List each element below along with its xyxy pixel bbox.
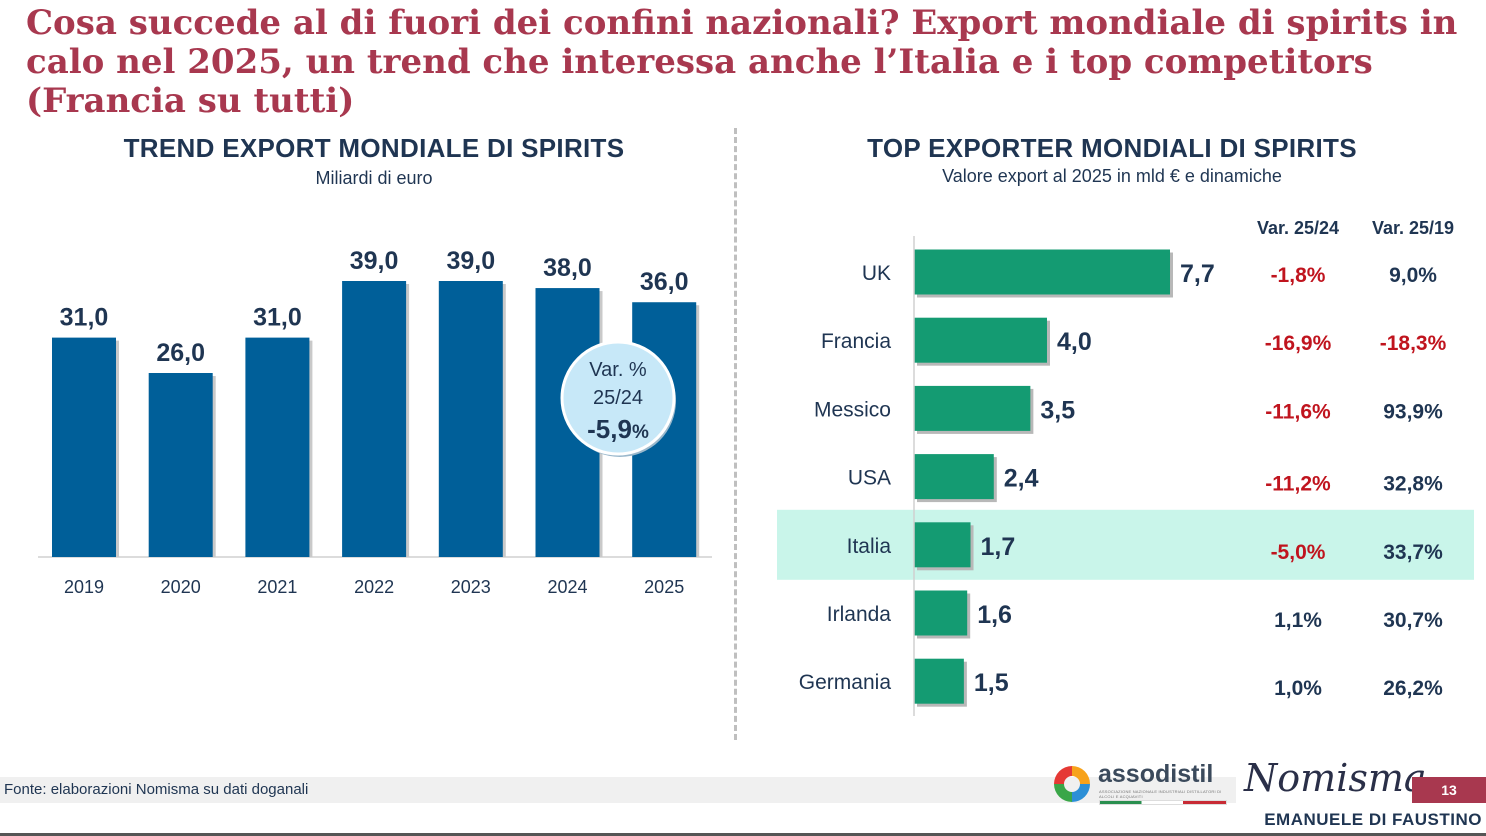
chart-divider (734, 128, 737, 740)
italian-flag-stripe (1099, 800, 1227, 805)
category-label: Germania (799, 671, 892, 694)
assodistil-logo-text: assodistil (1098, 760, 1214, 788)
bar-value-label: 36,0 (640, 268, 689, 296)
bar-value-label: 31,0 (253, 304, 302, 332)
left-chart-title: TREND EXPORT MONDIALE DI SPIRITS (123, 133, 625, 163)
var-25-24-value: -16,9% (1265, 332, 1332, 355)
category-label: UK (862, 262, 891, 285)
bar (438, 281, 503, 557)
bar-value-label: 4,0 (1057, 328, 1092, 356)
bar-value-label: 39,0 (350, 247, 399, 275)
callout-value-unit: % (632, 422, 649, 443)
callout-bubble (560, 340, 676, 456)
page-number: 13 (1412, 777, 1486, 803)
bar (914, 454, 994, 500)
bar-value-label: 1,6 (977, 601, 1012, 629)
category-label: USA (848, 467, 891, 490)
category-label: Messico (814, 398, 891, 421)
var-25-19-value: 9,0% (1389, 264, 1437, 287)
var-25-24-value: -1,8% (1271, 264, 1326, 287)
callout-line2: 25/24 (593, 387, 643, 409)
source-text: Fonte: elaborazioni Nomisma su dati doga… (4, 781, 309, 798)
bar-value-label: 3,5 (1040, 396, 1075, 424)
right-bar-chart: Var. 25/24 Var. 25/19 UK 7,7 -1,8% 9,0% Franci… (777, 218, 1474, 716)
var-25-19-value: 30,7% (1383, 609, 1443, 632)
bar (52, 337, 116, 557)
bar-value-label: 38,0 (543, 254, 592, 282)
callout-value-number: -5,9 (587, 414, 632, 444)
bar (914, 249, 1170, 295)
category-label: Italia (847, 535, 892, 558)
x-tick-label: 2020 (161, 577, 201, 597)
bar-value-label: 7,7 (1180, 260, 1215, 288)
left-bar-chart: 31,0 2019 26,0 2020 31,0 2021 39,0 2022 39,0 2023… (38, 247, 712, 597)
var-25-19-value: 93,9% (1383, 400, 1443, 423)
bar-value-label: 26,0 (156, 339, 205, 367)
var-25-24-value: -5,0% (1271, 541, 1326, 564)
slide-title: Cosa succede al di fuori dei confini naz… (26, 3, 1458, 121)
bar-value-label: 1,5 (974, 669, 1009, 697)
var-25-19-value: -18,3% (1380, 332, 1447, 355)
bar (245, 337, 310, 557)
var-25-24-value: -11,6% (1265, 400, 1331, 423)
assodistil-logo: assodistil ASSOCIAZIONE NAZIONALE INDUST… (1050, 760, 1230, 806)
bar (342, 281, 407, 557)
bar (914, 590, 968, 636)
source-bar: Fonte: elaborazioni Nomisma su dati doga… (0, 777, 1236, 803)
x-tick-label: 2019 (64, 577, 104, 597)
assodistil-logo-icon (1054, 766, 1090, 802)
bottom-rule (0, 833, 1486, 836)
bar (914, 317, 1047, 363)
var-25-19-value: 33,7% (1383, 541, 1443, 564)
right-chart-subtitle: Valore export al 2025 in mld € e dinamic… (942, 166, 1282, 186)
x-tick-label: 2024 (547, 577, 587, 597)
bar-value-label: 39,0 (446, 247, 495, 275)
category-label: Francia (821, 330, 891, 353)
category-label: Irlanda (827, 603, 892, 626)
right-chart-title: TOP EXPORTER MONDIALI DI SPIRITS (867, 133, 1357, 163)
var-25-24-value: -11,2% (1265, 473, 1331, 496)
x-tick-label: 2022 (354, 577, 394, 597)
var-25-19-value: 32,8% (1383, 473, 1443, 496)
column-header-var-25-24: Var. 25/24 (1257, 218, 1339, 238)
left-chart-subtitle: Miliardi di euro (315, 168, 433, 188)
nomisma-logo: Nomisma (1244, 756, 1427, 800)
bar (914, 658, 964, 704)
bar-value-label: 31,0 (60, 304, 109, 332)
assodistil-logo-subtext: ASSOCIAZIONE NAZIONALE INDUSTRIALI DISTI… (1099, 789, 1222, 799)
bar-value-label: 1,7 (981, 533, 1016, 561)
x-tick-label: 2021 (257, 577, 297, 597)
var-25-19-value: 26,2% (1383, 677, 1443, 700)
callout-value: -5,9% (587, 414, 649, 444)
column-header-var-25-19: Var. 25/19 (1372, 218, 1454, 238)
bar (148, 373, 213, 557)
x-tick-label: 2023 (451, 577, 491, 597)
bar (914, 385, 1031, 431)
callout-line1: Var. % (589, 359, 647, 381)
bar-value-label: 2,4 (1004, 465, 1039, 493)
var-25-24-value: 1,1% (1274, 609, 1322, 632)
highlight-row (777, 509, 1474, 580)
x-tick-label: 2025 (644, 577, 684, 597)
bar (914, 522, 971, 568)
author-name: EMANUELE DI FAUSTINO (1264, 810, 1482, 829)
var-25-24-value: 1,0% (1274, 677, 1322, 700)
